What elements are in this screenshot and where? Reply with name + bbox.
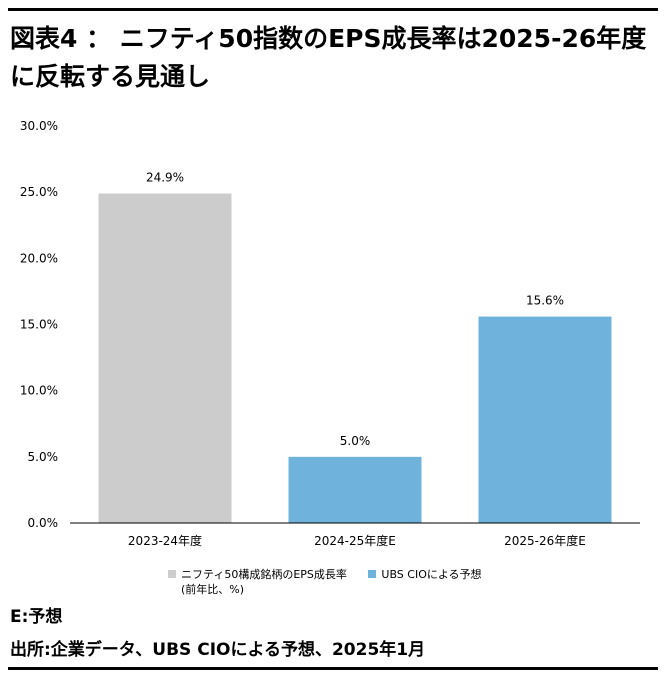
forecast-note: E:予想: [10, 607, 63, 627]
y-tick-label: 0.0%: [28, 516, 59, 530]
source-note: 出所:企業データ、UBS CIOによる予想、2025年1月: [10, 640, 426, 660]
bar-data-label: 24.9%: [146, 170, 184, 184]
legend-swatch-actual: [168, 570, 176, 578]
x-tick-label: 2025-26年度E: [504, 533, 586, 548]
x-axis-ticks: 2023-24年度 2024-25年度E 2025-26年度E: [128, 533, 586, 548]
y-tick-label: 10.0%: [20, 384, 58, 398]
bar-data-label: 15.6%: [526, 294, 564, 308]
x-tick-label: 2023-24年度: [128, 533, 202, 548]
bottom-rule: [8, 667, 658, 670]
legend-item-actual: ニフティ50構成銘柄のEPS成長率 (前年比、%): [168, 567, 347, 597]
legend-swatch-forecast: [368, 570, 377, 578]
legend-label-actual: ニフティ50構成銘柄のEPS成長率: [181, 568, 347, 581]
bar: [98, 193, 232, 524]
top-rule: [8, 8, 658, 11]
legend-item-forecast: UBS CIOによる予想: [368, 567, 482, 582]
bar: [478, 316, 612, 523]
y-tick-label: 30.0%: [20, 119, 58, 133]
y-tick-label: 5.0%: [28, 450, 59, 464]
bar-data-labels: 24.9% 5.0% 15.6%: [146, 170, 564, 447]
y-axis-ticks: 0.0% 5.0% 10.0% 15.0% 20.0% 25.0% 30.0%: [20, 119, 58, 530]
y-tick-label: 25.0%: [20, 185, 58, 199]
legend-sublabel-actual: (前年比、%): [181, 583, 245, 596]
bars: [98, 193, 612, 524]
bar-data-label: 5.0%: [340, 434, 371, 448]
legend-label-forecast: UBS CIOによる予想: [381, 568, 482, 581]
chart-title: 図表4 ： ニフティ50指数のEPS成長率は2025-26年度に反転する見通し: [10, 24, 647, 91]
y-tick-label: 20.0%: [20, 251, 58, 265]
bar: [288, 456, 422, 523]
y-tick-label: 15.0%: [20, 318, 58, 332]
bar-chart: 0.0% 5.0% 10.0% 15.0% 20.0% 25.0% 30.0% 24.9% 5…: [20, 119, 640, 548]
legend: ニフティ50構成銘柄のEPS成長率 (前年比、%) UBS CIOによる予想: [168, 567, 500, 597]
x-tick-label: 2024-25年度E: [314, 533, 396, 548]
